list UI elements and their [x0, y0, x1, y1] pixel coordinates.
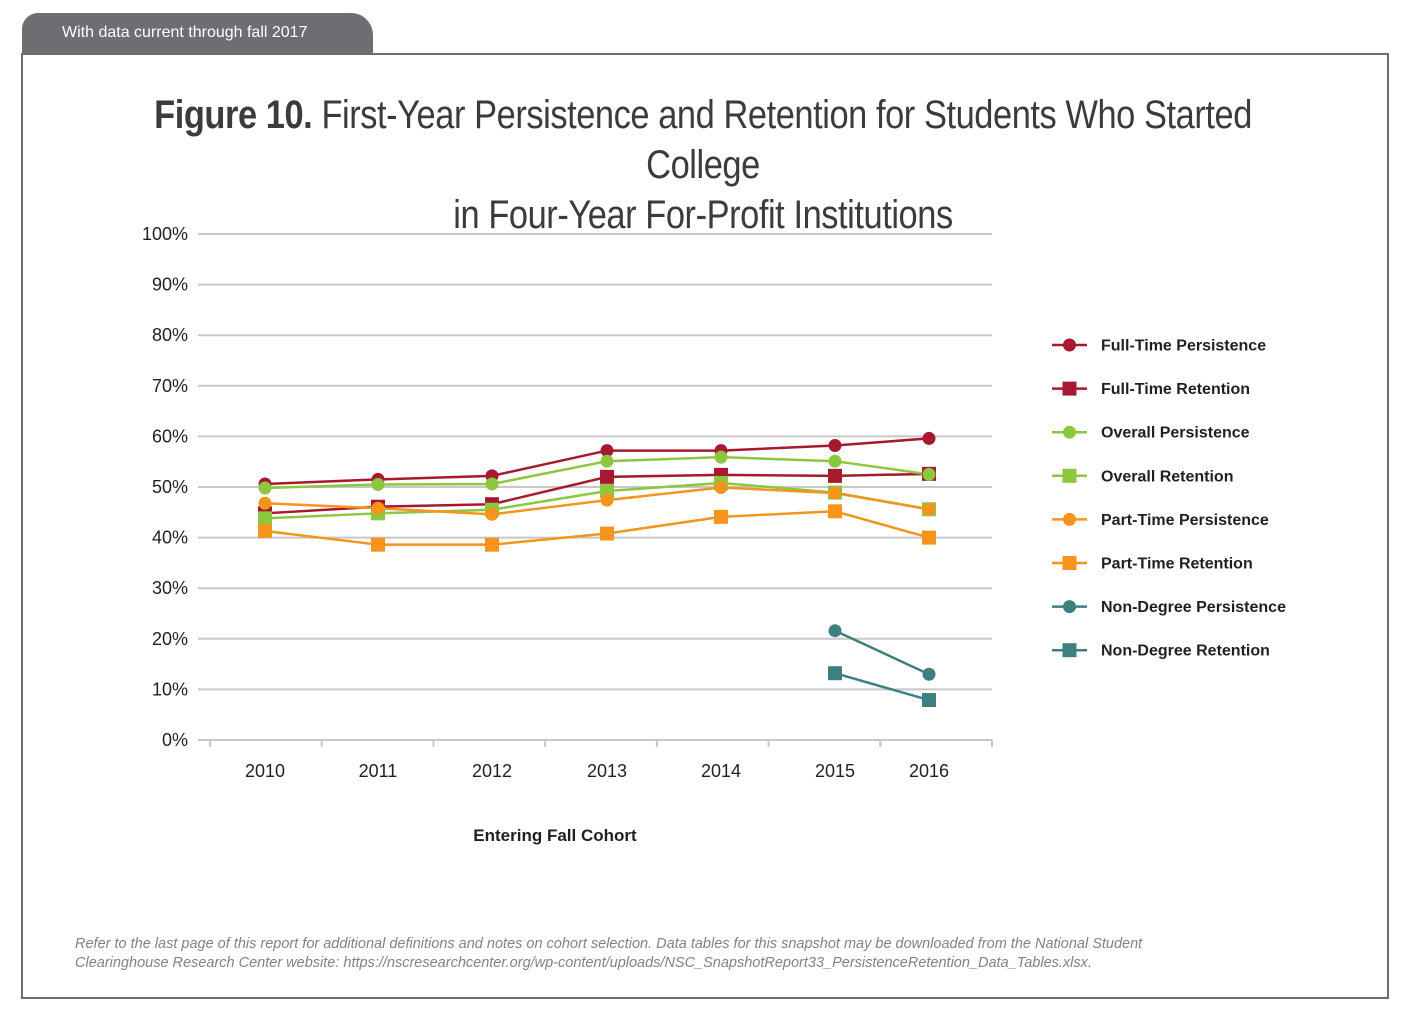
y-tick-label: 30% [152, 578, 188, 598]
y-tick-label: 10% [152, 679, 188, 699]
legend: Full-Time Persistence Full-Time Retention… [1052, 338, 1286, 660]
data-point [600, 444, 614, 458]
data-point [371, 537, 385, 552]
data-point [828, 468, 842, 483]
data-point [485, 477, 499, 491]
data-point [828, 504, 842, 519]
data-point [600, 484, 614, 499]
data-point [714, 509, 728, 524]
data-point [371, 477, 385, 491]
y-tick-label: 20% [152, 629, 188, 649]
footnote-line1: Refer to the last page of this report fo… [75, 936, 1143, 952]
legend-label: Overall Retention [1101, 468, 1233, 485]
data-point [922, 693, 936, 708]
data-currency-tab: With data current through fall 2017 [22, 13, 373, 54]
data-point [714, 481, 728, 495]
footnote-line2: Clearinghouse Research Center website: h… [75, 955, 1092, 971]
legend-marker [1062, 556, 1077, 570]
figure-title-line2: in Four-Year For-Profit Institutions [453, 193, 953, 237]
data-point [922, 431, 936, 445]
legend-marker [1063, 512, 1076, 526]
legend-marker [1063, 600, 1076, 614]
legend-marker [1063, 425, 1076, 439]
data-point [600, 469, 614, 484]
data-point [485, 507, 499, 521]
y-tick-label: 70% [152, 376, 188, 396]
data-point [922, 502, 936, 516]
legend-label: Part-Time Persistence [1101, 512, 1269, 529]
x-tick-label: 2015 [815, 761, 855, 781]
data-point [485, 537, 499, 552]
x-tick-label: 2014 [701, 761, 741, 781]
y-tick-label: 60% [152, 426, 188, 446]
data-point [828, 486, 842, 500]
y-tick-label: 90% [152, 275, 188, 295]
x-axis-title: Entering Fall Cohort [473, 826, 637, 845]
data-point [371, 501, 385, 515]
data-point [600, 493, 614, 507]
data-point [258, 511, 272, 526]
legend-label: Full-Time Persistence [1101, 338, 1266, 355]
legend-marker [1062, 381, 1077, 396]
figure-title-text1: First-Year Persistence and Retention for… [321, 93, 1252, 187]
data-point [828, 624, 842, 638]
y-tick-label: 0% [162, 730, 188, 750]
x-tick-label: 2013 [587, 761, 627, 781]
data-currency-label: With data current through fall 2017 [62, 24, 308, 41]
figure-frame [21, 53, 1389, 999]
y-tick-label: 50% [152, 477, 188, 497]
data-point [600, 526, 614, 541]
data-point [922, 467, 936, 481]
data-point [922, 667, 936, 681]
figure-title-line1: Figure 10. First-Year Persistence and Re… [98, 90, 1307, 190]
legend-label: Non-Degree Retention [1101, 643, 1270, 660]
data-point [714, 450, 728, 464]
data-point [828, 439, 842, 453]
legend-label: Overall Persistence [1101, 425, 1250, 442]
series-line [834, 629, 930, 676]
series-lines [258, 431, 936, 708]
legend-label: Part-Time Retention [1101, 556, 1253, 573]
legend-label: Full-Time Retention [1101, 381, 1250, 398]
gridlines [198, 233, 992, 691]
legend-marker [1062, 643, 1077, 658]
y-tick-label: 80% [152, 325, 188, 345]
legend-label: Non-Degree Persistence [1101, 599, 1286, 616]
series-line [834, 672, 930, 702]
footnote: Refer to the last page of this report fo… [75, 935, 1305, 973]
data-point [828, 666, 842, 681]
x-tick-label: 2016 [909, 761, 949, 781]
x-tick-label: 2012 [472, 761, 512, 781]
y-tick-label: 100% [142, 224, 188, 244]
data-point [600, 454, 614, 468]
data-point [258, 496, 272, 510]
x-tick-label: 2011 [359, 761, 398, 781]
x-tick-label: 2010 [245, 761, 285, 781]
figure-number: Figure 10. [154, 93, 313, 137]
y-tick-label: 40% [152, 528, 188, 548]
data-point [828, 454, 842, 468]
axes: 0% 10% 20% 30% 40% 50% 60% 70% 80% 90% 100% 2010 201… [142, 224, 993, 781]
legend-marker [1063, 338, 1076, 352]
legend-marker [1062, 468, 1077, 483]
data-point [922, 530, 936, 545]
data-point [258, 481, 272, 495]
data-point [258, 524, 272, 539]
figure-title: Figure 10. First-Year Persistence and Re… [98, 90, 1307, 240]
